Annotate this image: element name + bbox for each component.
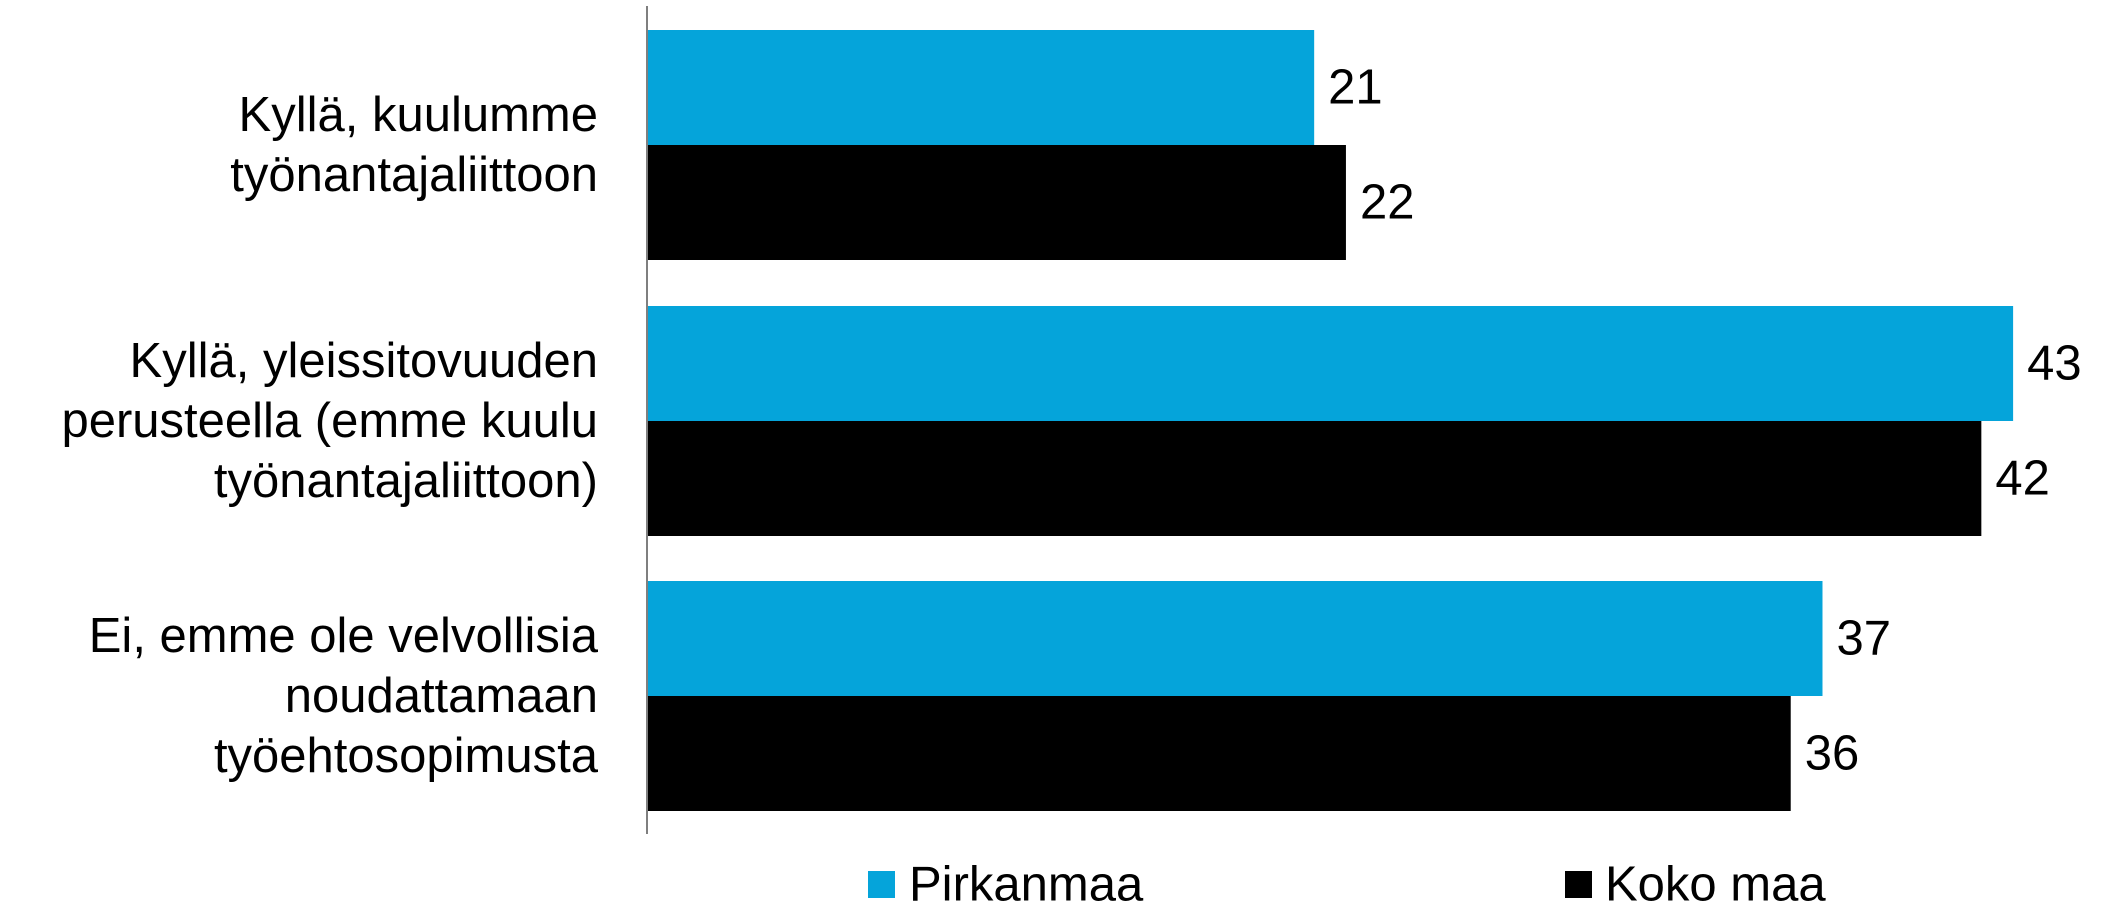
- legend-label: Pirkanmaa: [909, 858, 1144, 912]
- bar-pirkanmaa-1: [647, 306, 2014, 421]
- bar-koko-maa-0: [647, 145, 1346, 260]
- data-label: 42: [1995, 452, 2050, 506]
- category-label-line: Ei, emme ole velvollisia: [89, 609, 599, 663]
- category-label-line: työehtosopimusta: [214, 729, 599, 783]
- bar-koko-maa-2: [647, 696, 1791, 811]
- data-label: 37: [1836, 612, 1891, 666]
- category-labels-layer: Kyllä, kuulumme työnantajaliittoon Kyllä, …: [61, 88, 598, 783]
- legend-swatch-pirkanmaa: [868, 871, 895, 898]
- data-label: 21: [1328, 61, 1383, 115]
- data-label: 22: [1360, 176, 1415, 230]
- category-label-line: työnantajaliittoon: [230, 148, 598, 202]
- category-label-line: työnantajaliittoon): [214, 454, 598, 508]
- category-label-line: perusteella (emme kuulu: [61, 394, 598, 448]
- category-label-line: Kyllä, kuulumme: [239, 88, 598, 142]
- data-label: 43: [2027, 337, 2082, 391]
- bar-pirkanmaa-0: [647, 30, 1315, 145]
- legend-swatch-koko-maa: [1565, 871, 1592, 898]
- category-label-line: Kyllä, yleissitovuuden: [130, 334, 598, 388]
- category-label-line: noudattamaan: [285, 669, 598, 723]
- bar-pirkanmaa-2: [647, 581, 1823, 696]
- data-label: 36: [1805, 727, 1860, 781]
- legend: Pirkanmaa Koko maa: [868, 858, 1826, 912]
- legend-label: Koko maa: [1605, 858, 1826, 912]
- bar-koko-maa-1: [647, 421, 1982, 536]
- bars-layer: [647, 30, 2014, 811]
- value-labels-layer: 21 22 43 42 37 36: [1328, 61, 2081, 781]
